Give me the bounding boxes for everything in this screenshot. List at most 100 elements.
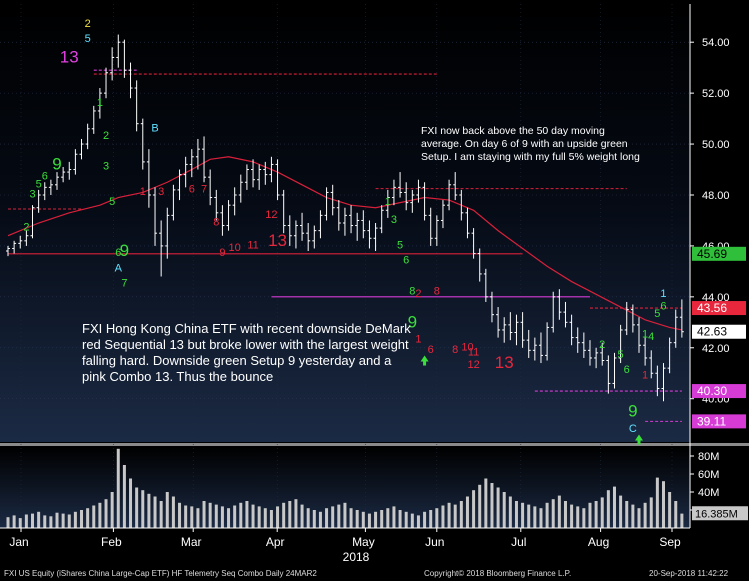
- price-bar: [146, 149, 151, 208]
- price-bar: [214, 189, 219, 221]
- time-tick-label: May: [352, 535, 375, 549]
- volume-bar: [49, 516, 53, 528]
- volume-bar: [380, 510, 384, 528]
- price-bars: [6, 34, 684, 402]
- price-tags: 16.385M 45.69 43.56 42.63 40.30 39.11: [692, 246, 748, 521]
- price-bar: [453, 172, 458, 201]
- setup-count-label: 12: [265, 209, 277, 221]
- price-bar: [483, 268, 488, 302]
- volume-bar: [472, 490, 476, 528]
- setup-count-label: 5: [654, 308, 660, 320]
- up-arrow-icon: [634, 434, 643, 441]
- volume-bar: [612, 486, 616, 528]
- volume-bar: [429, 510, 433, 528]
- setup-count-label: 5: [618, 349, 624, 361]
- price-bar: [30, 205, 35, 239]
- price-bar: [312, 225, 317, 249]
- price-bar: [171, 184, 176, 221]
- price-bar: [538, 332, 543, 364]
- volume-bar: [116, 448, 120, 528]
- setup-count-label: C: [629, 423, 637, 435]
- time-tick-label: Apr: [266, 535, 285, 549]
- volume-bar: [631, 504, 635, 528]
- axes: 40.0042.0044.0046.0048.0050.0052.0054.00…: [0, 4, 730, 564]
- volume-bar: [661, 481, 665, 528]
- time-tick-label: Jun: [425, 535, 444, 549]
- price-bar: [459, 189, 464, 221]
- volume-bar: [533, 506, 537, 528]
- price-tag-box: [692, 414, 746, 429]
- price-bar: [330, 184, 335, 216]
- volume-bar: [18, 518, 22, 528]
- price-bar: [318, 210, 323, 239]
- price-bar: [496, 307, 501, 338]
- volume-bar: [37, 511, 41, 528]
- time-tick-label: Mar: [181, 535, 202, 549]
- setup-count-label: 9: [120, 241, 129, 260]
- price-bar: [349, 205, 354, 234]
- price-bar: [342, 207, 347, 236]
- price-bar: [104, 67, 109, 99]
- price-bar: [551, 291, 556, 333]
- volume-bar: [447, 502, 451, 528]
- up-arrow-stem: [637, 440, 641, 445]
- price-bar: [618, 324, 623, 364]
- price-tick-label: 50.00: [702, 139, 730, 151]
- volume-bar: [135, 487, 139, 528]
- price-bar: [410, 189, 415, 213]
- volume-bar: [625, 501, 629, 528]
- price-bar: [220, 205, 225, 236]
- price-bar: [471, 228, 476, 259]
- volume-bar: [24, 514, 28, 528]
- price-tag-label: 42.63: [697, 325, 727, 339]
- volume-bar: [153, 496, 157, 528]
- price-bar: [110, 47, 115, 81]
- setup-count-label: 9: [408, 312, 417, 331]
- volume-bar: [220, 506, 224, 528]
- volume-bar: [190, 506, 194, 528]
- price-bar: [55, 172, 60, 190]
- setup-count-label: 8: [213, 217, 219, 229]
- volume-bar: [606, 490, 610, 528]
- volume-bar: [655, 477, 659, 528]
- price-bar: [275, 159, 280, 201]
- footer-copyright: Copyright© 2018 Bloomberg Finance L.P.: [424, 569, 572, 578]
- volume-bar: [416, 515, 420, 528]
- price-bar: [606, 355, 611, 394]
- price-bar: [91, 105, 96, 134]
- volume-bar: [129, 478, 133, 528]
- setup-count-label: 1: [415, 334, 421, 346]
- volume-bar: [98, 502, 102, 528]
- price-bar: [661, 363, 666, 402]
- grid-lines: [0, 4, 690, 528]
- price-bar: [673, 309, 678, 348]
- price-bar: [287, 215, 292, 246]
- price-bar: [79, 138, 84, 160]
- volume-bar: [55, 512, 59, 528]
- volume-bar: [490, 483, 494, 528]
- setup-count-label: A: [115, 262, 123, 274]
- price-bar: [514, 314, 519, 346]
- volume-bar: [619, 495, 623, 528]
- setup-count-label: 6: [624, 364, 630, 376]
- volume-bar: [294, 499, 298, 528]
- volume-bar: [392, 506, 396, 528]
- price-bar: [532, 337, 537, 361]
- price-bar: [465, 207, 470, 239]
- volume-bar: [478, 484, 482, 528]
- price-bar: [379, 205, 384, 234]
- setup-count-label: 3: [158, 186, 164, 198]
- volume-bar: [570, 504, 574, 528]
- price-bar: [281, 189, 286, 234]
- price-bar: [508, 312, 513, 341]
- price-bar: [502, 317, 507, 343]
- setup-count-label: 12: [467, 359, 479, 371]
- volume-bar: [496, 487, 500, 528]
- volume-bar: [331, 506, 335, 528]
- price-tag-box: [692, 384, 746, 399]
- volume-bar: [122, 465, 126, 528]
- volume-bar: [276, 506, 280, 528]
- price-bar: [61, 166, 66, 183]
- volume-bar: [282, 502, 286, 528]
